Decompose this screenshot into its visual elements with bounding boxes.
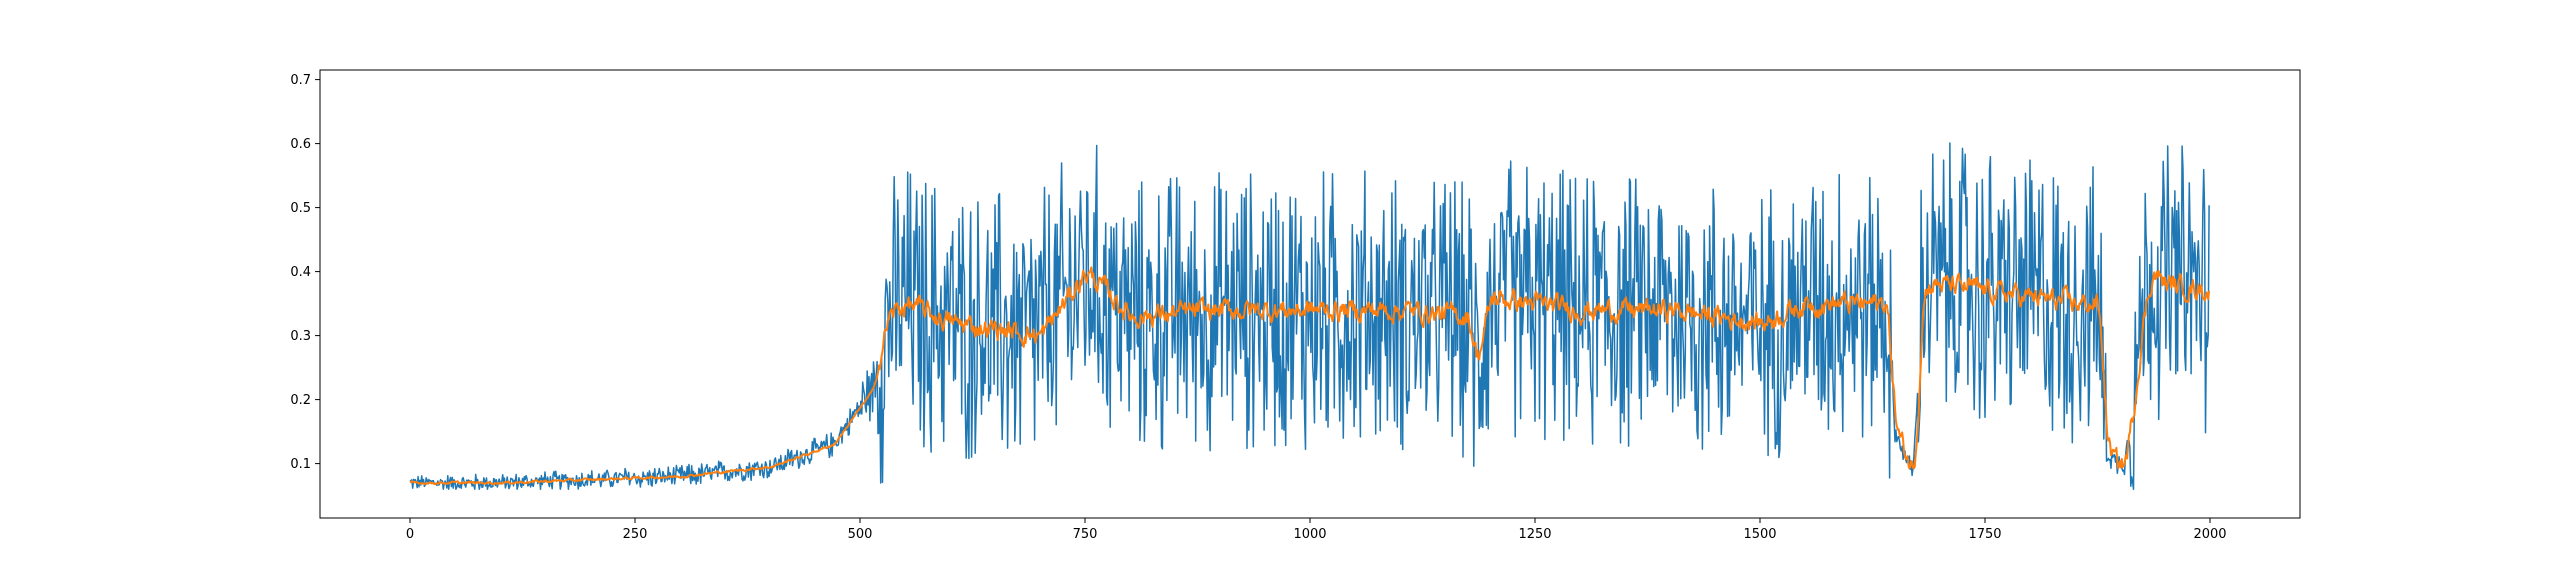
x-tick-label: 1500	[1743, 527, 1776, 542]
y-tick-label: 0.1	[290, 457, 311, 472]
x-tick-label: 1750	[1968, 527, 2001, 542]
x-tick-label: 1000	[1293, 527, 1326, 542]
x-tick-label: 750	[1073, 527, 1098, 542]
axes-frame	[319, 69, 2301, 519]
x-tick-label: 250	[623, 527, 648, 542]
y-axis-ticks: 0.1 0.2 0.3 0.4 0.5 0.6 0.7	[290, 73, 320, 472]
x-tick-label: 2000	[2193, 527, 2226, 542]
y-tick-label: 0.3	[290, 329, 311, 344]
y-tick-label: 0.4	[290, 265, 311, 280]
y-tick-label: 0.2	[290, 393, 311, 408]
series-line-smoothed	[409, 266, 2211, 486]
y-tick-label: 0.7	[290, 73, 311, 88]
x-tick-label: 1250	[1518, 527, 1551, 542]
x-tick-label: 0	[406, 527, 414, 542]
series-line-raw	[409, 142, 2210, 490]
y-tick-label: 0.6	[290, 137, 311, 152]
series-layer	[409, 142, 2211, 490]
x-tick-label: 500	[848, 527, 873, 542]
y-tick-label: 0.5	[290, 201, 311, 216]
x-axis-ticks: 0 250 500 750 1000 1250 1500 1750 2000	[406, 518, 2227, 542]
